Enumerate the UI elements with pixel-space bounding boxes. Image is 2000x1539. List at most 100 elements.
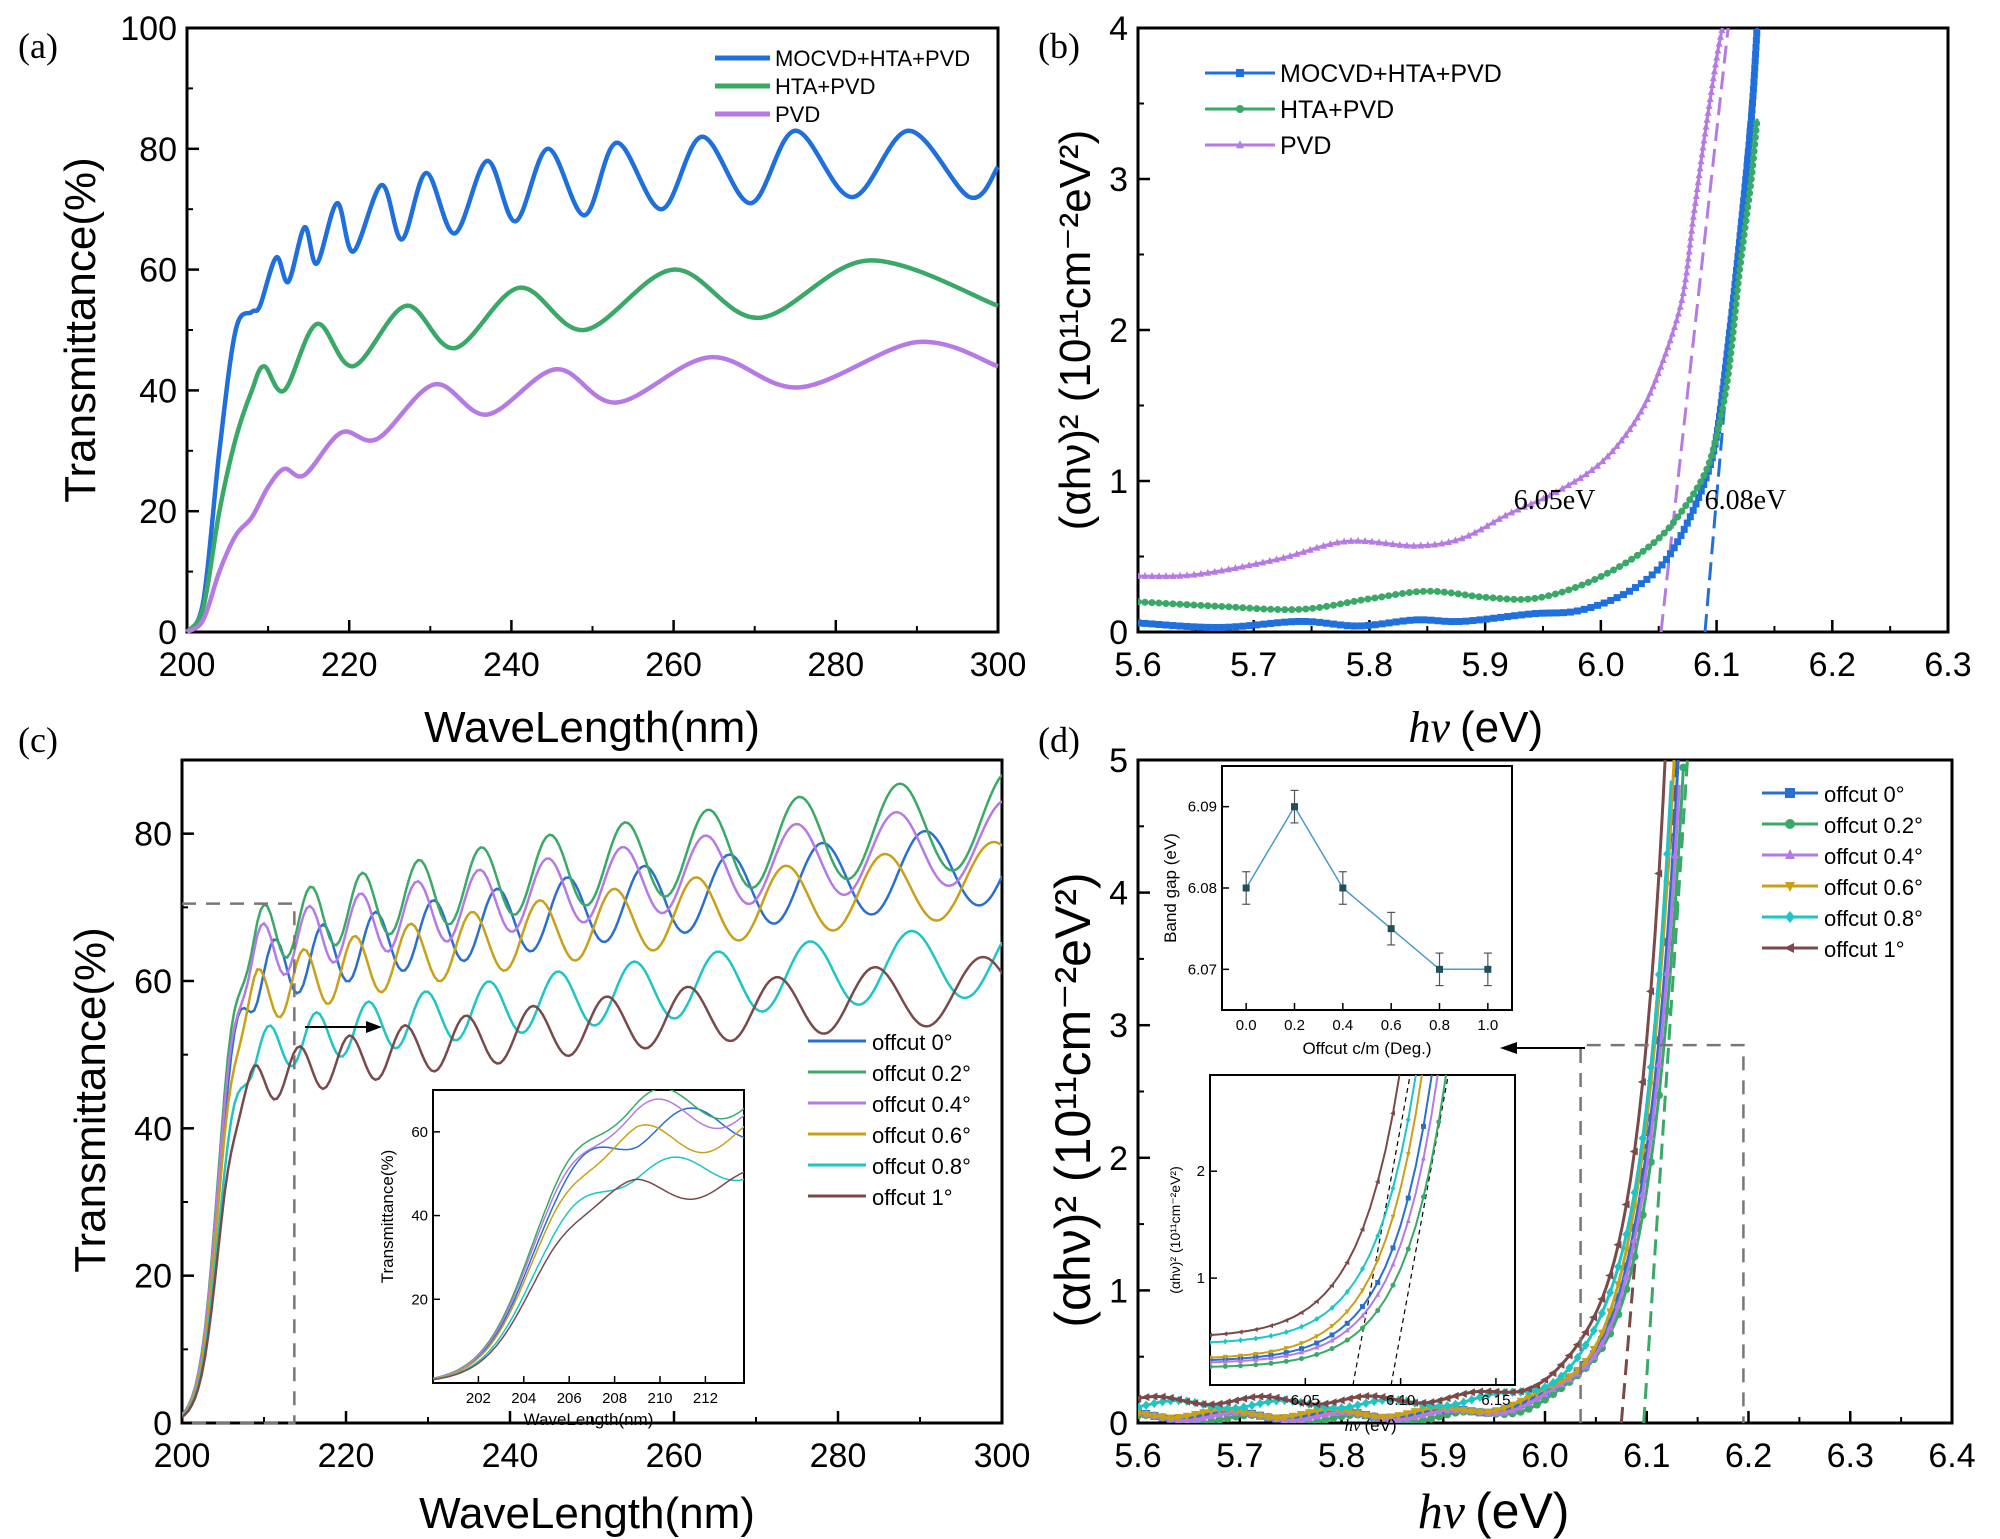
data-marker <box>1589 1325 1598 1336</box>
x-tick-label: 0.0 <box>1236 1017 1257 1034</box>
data-marker <box>1313 1407 1322 1416</box>
panel-label-d: (d) <box>1038 720 1080 760</box>
x-tick-label: 280 <box>807 646 864 684</box>
data-marker <box>1730 321 1738 329</box>
data-marker <box>1469 617 1477 625</box>
inset-data-marker <box>1314 1344 1320 1350</box>
inset-series-line-2 <box>433 1098 744 1380</box>
data-marker <box>1281 606 1289 614</box>
data-marker <box>1715 39 1723 47</box>
x-tick-label: 0.2 <box>1284 1017 1305 1034</box>
data-marker <box>1271 1393 1280 1402</box>
inset-data-marker <box>1210 1339 1213 1346</box>
data-marker <box>1340 537 1348 545</box>
data-marker <box>1323 619 1331 627</box>
data-marker <box>1622 430 1630 438</box>
inset-data-marker <box>1452 1011 1457 1016</box>
data-marker <box>1350 597 1358 605</box>
data-marker <box>1280 1414 1289 1423</box>
data-marker <box>1713 432 1721 440</box>
inset-data-marker <box>1360 1304 1365 1310</box>
inset-data-marker <box>1360 1265 1365 1272</box>
data-marker <box>1223 1403 1232 1414</box>
data-marker <box>1288 618 1296 626</box>
data-marker <box>1673 316 1681 324</box>
inset-data-marker <box>1268 1332 1274 1339</box>
series-line-1 <box>182 774 1002 1416</box>
data-marker <box>1688 226 1696 234</box>
x-tick-label: 6.2 <box>1725 1437 1772 1475</box>
d-x-axis-title: hν (eV) <box>1418 1483 1570 1539</box>
data-marker <box>1392 591 1400 599</box>
data-marker <box>1176 600 1184 608</box>
data-marker <box>1637 407 1645 415</box>
data-marker <box>1727 315 1735 323</box>
data-marker <box>1361 1398 1370 1409</box>
data-marker <box>1352 1392 1361 1401</box>
data-marker <box>1702 122 1710 130</box>
data-marker <box>1484 1408 1493 1417</box>
data-marker <box>1745 196 1753 204</box>
inset-data-marker <box>1222 1363 1228 1369</box>
inset-series-line-5 <box>433 1171 744 1381</box>
data-marker <box>1662 717 1670 725</box>
data-marker <box>1511 612 1519 620</box>
data-marker <box>1589 1352 1598 1361</box>
data-marker <box>1695 171 1703 179</box>
data-marker <box>1440 588 1448 596</box>
data-marker <box>1722 357 1730 365</box>
data-marker <box>1501 511 1509 519</box>
data-marker <box>1606 1317 1615 1326</box>
data-marker <box>1630 419 1638 427</box>
x-tick-label: 210 <box>647 1390 672 1407</box>
inset-data-marker <box>1329 1332 1335 1338</box>
data-marker <box>1309 604 1317 612</box>
data-marker <box>1364 621 1372 629</box>
x-tick-label: 0.8 <box>1429 1017 1450 1034</box>
data-marker <box>1582 470 1590 478</box>
data-marker <box>1704 108 1712 116</box>
data-marker <box>1690 490 1698 498</box>
inset-series-line-1 <box>433 1090 744 1379</box>
data-marker <box>1266 556 1274 564</box>
data-marker <box>1183 601 1191 609</box>
data-marker <box>1742 169 1750 177</box>
series-line-0 <box>185 128 1000 634</box>
data-marker <box>1541 1395 1549 1404</box>
data-marker <box>1573 607 1581 615</box>
data-marker <box>1683 519 1691 527</box>
data-marker <box>1581 1358 1590 1367</box>
x-tick-label: 1.0 <box>1477 1017 1498 1034</box>
data-marker <box>1197 601 1205 609</box>
data-marker <box>1645 543 1653 551</box>
data-marker <box>1393 1396 1402 1405</box>
data-marker <box>1197 623 1205 631</box>
data-marker <box>1638 1189 1647 1198</box>
data-marker <box>1705 101 1713 109</box>
data-marker <box>1546 491 1554 499</box>
data-marker <box>1747 113 1755 121</box>
inset-data-marker <box>1283 1350 1289 1356</box>
data-marker <box>1138 598 1142 606</box>
data-marker <box>1741 183 1749 191</box>
inset-data-marker <box>1375 1307 1381 1313</box>
data-marker <box>1736 265 1744 273</box>
inset-data-marker <box>1405 1195 1411 1201</box>
inset-data-marker <box>1329 1324 1335 1330</box>
data-marker <box>1597 1329 1606 1338</box>
data-marker <box>1466 1388 1475 1397</box>
x-tick-label: 6.2 <box>1809 646 1856 684</box>
data-marker <box>1666 550 1674 558</box>
data-marker <box>1693 484 1701 492</box>
data-marker <box>1378 1413 1387 1422</box>
data-marker <box>1545 609 1553 617</box>
data-marker <box>1653 566 1661 574</box>
panel-label-b: (b) <box>1038 26 1080 66</box>
data-marker <box>1286 551 1294 559</box>
data-marker <box>1302 605 1310 613</box>
data-marker <box>1260 620 1268 628</box>
inset-data-marker <box>1329 1304 1335 1311</box>
data-marker <box>1721 371 1729 379</box>
data-marker <box>1306 545 1314 553</box>
